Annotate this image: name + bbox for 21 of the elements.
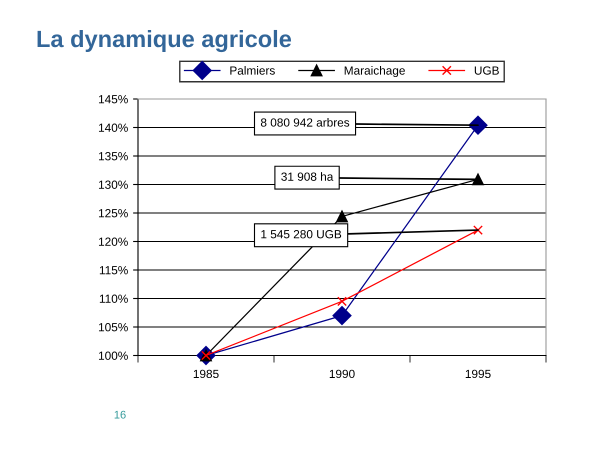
annotation: 8 080 942 arbres <box>260 118 350 127</box>
text: 16 <box>114 410 126 419</box>
y-tick-label: 125% <box>98 209 128 218</box>
x-tick-label: 1985 <box>194 370 219 378</box>
y-tick-label: 130% <box>98 180 128 189</box>
y-tick-label: 100% <box>98 352 128 360</box>
x-tick-label: 1990 <box>330 370 355 378</box>
y-tick-label: 140% <box>98 124 128 132</box>
y-tick-label: 110% <box>100 294 128 303</box>
y-tick-label: 145% <box>98 95 128 104</box>
legend-label: Maraichage <box>344 66 405 78</box>
annotation: 1 545 280 UGB <box>261 230 342 238</box>
y-tick-label: 115% <box>100 266 128 274</box>
y-tick-label: 120% <box>98 238 128 246</box>
x-tick-label: 1995 <box>466 370 491 378</box>
y-tick-label: 135% <box>98 152 128 160</box>
legend-label: UGB <box>474 66 499 75</box>
annotation: 31 908 ha <box>281 172 334 181</box>
legend-label: Palmiers <box>230 66 275 75</box>
chart-title: La dynamique agricole <box>38 30 292 52</box>
y-tick-label: 105% <box>98 323 128 332</box>
